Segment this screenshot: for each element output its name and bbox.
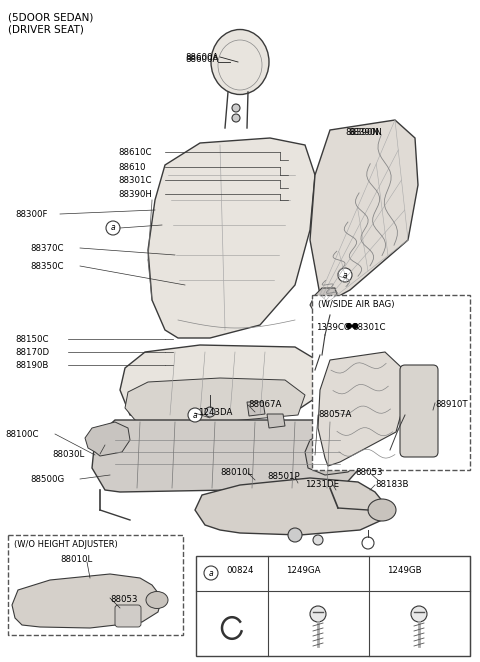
Text: (W/SIDE AIR BAG): (W/SIDE AIR BAG) <box>318 300 395 309</box>
Polygon shape <box>85 422 130 456</box>
Text: 88300F: 88300F <box>15 210 48 219</box>
Text: 88390N: 88390N <box>345 128 379 137</box>
Circle shape <box>338 268 352 282</box>
Text: a: a <box>343 271 348 279</box>
Text: 00824: 00824 <box>226 566 253 575</box>
FancyBboxPatch shape <box>400 365 438 457</box>
Text: 88301C: 88301C <box>352 323 385 332</box>
Polygon shape <box>318 352 405 466</box>
Text: 88370C: 88370C <box>30 244 63 253</box>
Text: 1231DE: 1231DE <box>305 480 339 489</box>
Text: 88053: 88053 <box>110 595 137 604</box>
Text: 88390N: 88390N <box>348 128 382 137</box>
Text: 88190B: 88190B <box>15 361 48 370</box>
Bar <box>312 295 470 470</box>
Polygon shape <box>120 345 325 420</box>
Polygon shape <box>92 420 358 492</box>
Polygon shape <box>310 288 338 315</box>
Circle shape <box>411 606 427 622</box>
Polygon shape <box>305 428 370 475</box>
Circle shape <box>310 606 326 622</box>
Circle shape <box>188 408 202 422</box>
Circle shape <box>205 407 215 417</box>
Text: 88010L: 88010L <box>220 468 252 477</box>
Text: 88170D: 88170D <box>15 348 49 357</box>
Text: 88150C: 88150C <box>15 335 48 344</box>
Bar <box>8 535 183 635</box>
Text: 88500G: 88500G <box>30 475 64 484</box>
Text: 88057A: 88057A <box>318 410 351 419</box>
Text: 1249GA: 1249GA <box>286 566 321 575</box>
Text: 1249GB: 1249GB <box>387 566 421 575</box>
Text: 88100C: 88100C <box>5 430 38 439</box>
Text: 88010L: 88010L <box>60 555 92 564</box>
Circle shape <box>352 324 358 328</box>
Polygon shape <box>247 402 265 416</box>
Polygon shape <box>125 378 305 425</box>
Text: a: a <box>111 224 115 232</box>
Text: 88183B: 88183B <box>375 480 408 489</box>
Text: a: a <box>209 569 213 577</box>
Text: 88501P: 88501P <box>267 472 300 481</box>
Circle shape <box>288 528 302 542</box>
Circle shape <box>347 324 351 328</box>
Text: 88053: 88053 <box>355 468 383 477</box>
Text: 88301C: 88301C <box>118 176 152 185</box>
Text: 88350C: 88350C <box>30 262 63 271</box>
Ellipse shape <box>368 499 396 521</box>
Text: (W/O HEIGHT ADJUSTER): (W/O HEIGHT ADJUSTER) <box>14 540 118 549</box>
Text: 88067A: 88067A <box>248 400 281 409</box>
Text: 88610: 88610 <box>118 163 145 172</box>
Text: 1243DA: 1243DA <box>198 408 232 417</box>
Circle shape <box>106 221 120 235</box>
Circle shape <box>232 114 240 122</box>
Text: 88030L: 88030L <box>52 450 84 459</box>
Circle shape <box>313 535 323 545</box>
Polygon shape <box>310 120 418 302</box>
Circle shape <box>313 368 321 376</box>
Polygon shape <box>12 574 162 628</box>
Polygon shape <box>267 414 285 428</box>
Text: 88390H: 88390H <box>118 190 152 199</box>
Text: (5DOOR SEDAN): (5DOOR SEDAN) <box>8 12 94 22</box>
Polygon shape <box>148 138 315 338</box>
Circle shape <box>362 537 374 549</box>
Text: 88600A: 88600A <box>185 55 218 64</box>
Circle shape <box>232 104 240 112</box>
Text: 88610C: 88610C <box>118 148 152 157</box>
Polygon shape <box>195 478 388 535</box>
FancyBboxPatch shape <box>115 605 141 627</box>
Ellipse shape <box>211 30 269 95</box>
Text: 88910T: 88910T <box>435 400 468 409</box>
Circle shape <box>204 566 218 580</box>
Text: 88600A: 88600A <box>185 53 218 62</box>
Text: a: a <box>192 410 197 420</box>
Text: (DRIVER SEAT): (DRIVER SEAT) <box>8 24 84 34</box>
Ellipse shape <box>146 592 168 608</box>
Text: 1339CC: 1339CC <box>316 323 350 332</box>
Bar <box>196 556 470 656</box>
